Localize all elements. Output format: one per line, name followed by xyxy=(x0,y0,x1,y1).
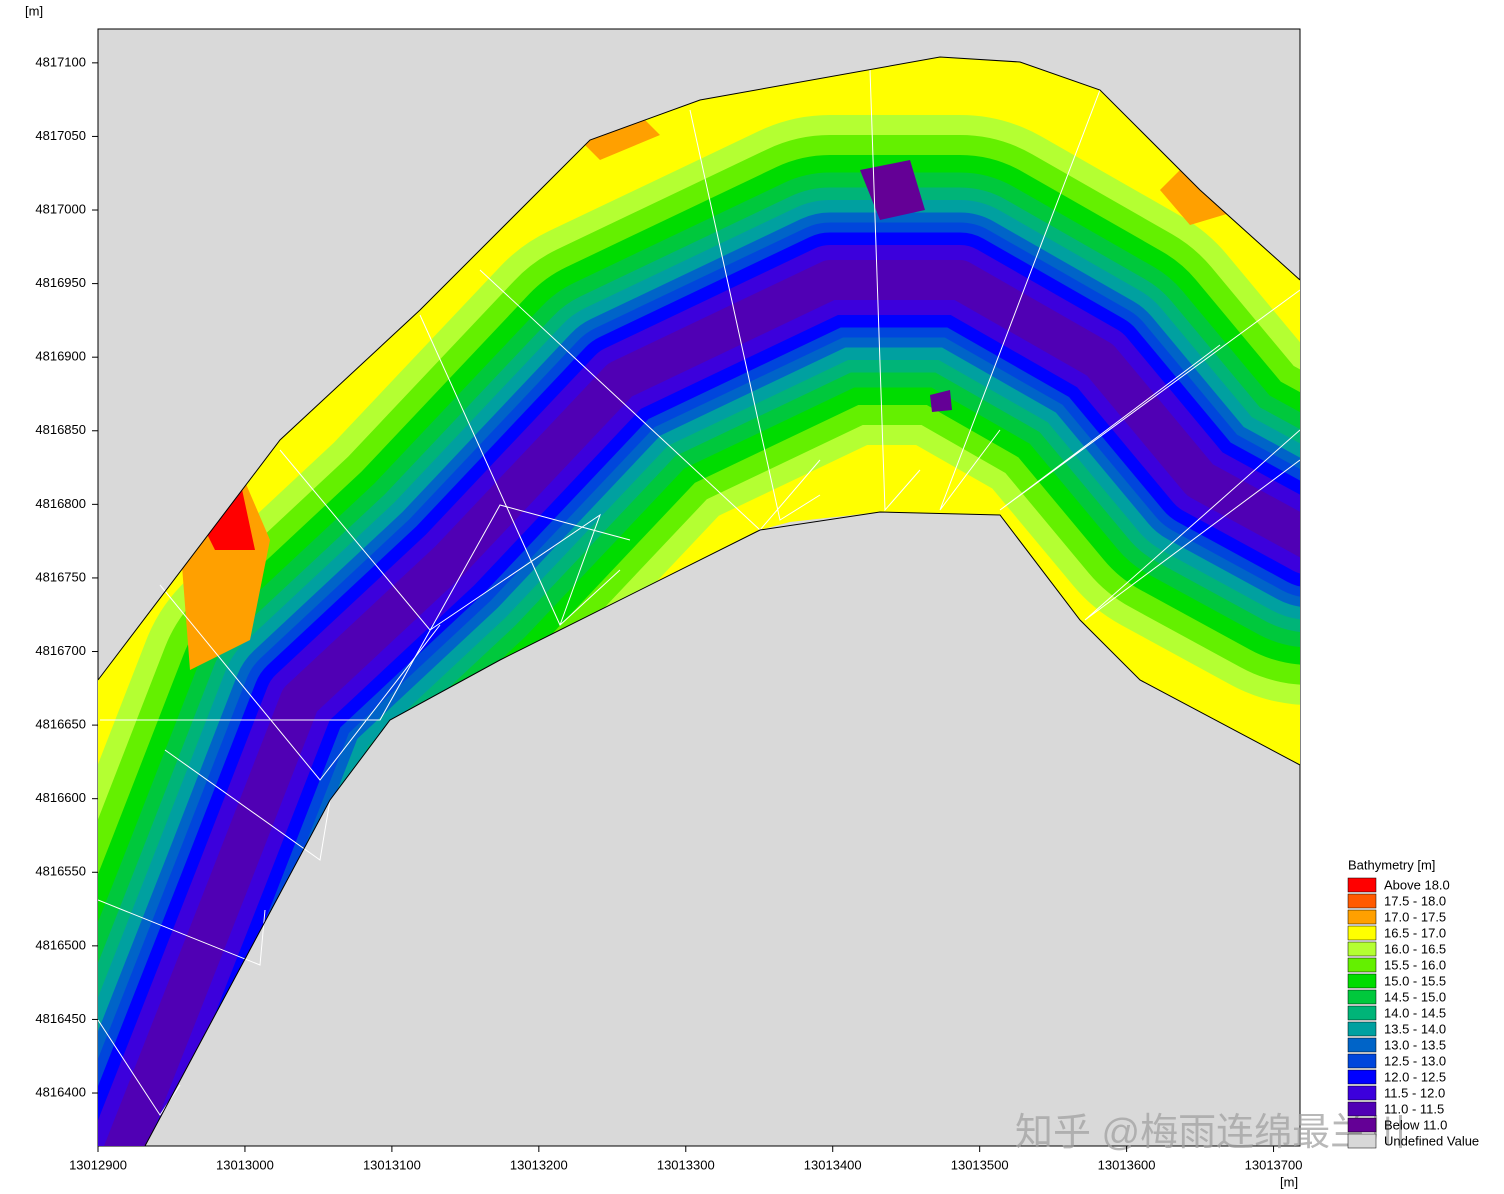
legend-swatch xyxy=(1347,1133,1377,1149)
y-tick-label: 4817100 xyxy=(35,54,86,69)
x-tick-label: 13013200 xyxy=(510,1157,568,1172)
legend-label: 12.5 - 13.0 xyxy=(1384,1053,1446,1068)
y-tick-label: 4816500 xyxy=(35,937,86,952)
legend-label: 13.5 - 14.0 xyxy=(1384,1021,1446,1036)
legend-swatch xyxy=(1347,1101,1377,1117)
legend-label: 15.0 - 15.5 xyxy=(1384,973,1446,988)
y-tick-label: 4816400 xyxy=(35,1084,86,1099)
x-tick-label: 13013300 xyxy=(657,1157,715,1172)
legend-swatch xyxy=(1347,1037,1377,1053)
x-tick-label: 13013000 xyxy=(216,1157,274,1172)
legend-label: 14.5 - 15.0 xyxy=(1384,989,1446,1004)
y-tick-label: 4816900 xyxy=(35,349,86,364)
bank xyxy=(144,511,1301,1147)
legend-label: 12.0 - 12.5 xyxy=(1384,1069,1446,1084)
legend-label: Below 11.0 xyxy=(1384,1117,1447,1132)
legend-label: 17.5 - 18.0 xyxy=(1384,893,1446,908)
legend-label: Above 18.0 xyxy=(1384,877,1450,892)
x-tick-label: 13012900 xyxy=(69,1157,127,1172)
legend-swatch xyxy=(1347,877,1377,893)
y-tick-label: 4816550 xyxy=(35,864,86,879)
x-tick-label: 13013500 xyxy=(951,1157,1009,1172)
legend-swatch xyxy=(1347,909,1377,925)
legend-swatch xyxy=(1347,973,1377,989)
x-tick-label: 13013700 xyxy=(1245,1157,1303,1172)
transect xyxy=(159,584,441,781)
x-tick-label: 13013600 xyxy=(1098,1157,1156,1172)
y-tick-label: 4816750 xyxy=(35,569,86,584)
y-tick-label: 4816650 xyxy=(35,717,86,732)
y-tick-label: 4816850 xyxy=(35,422,86,437)
transect xyxy=(100,504,631,721)
legend-swatch xyxy=(1347,1069,1377,1085)
y-tick-label: 4817050 xyxy=(35,128,86,143)
legend-swatch xyxy=(1347,957,1377,973)
y-tick-label: 4816950 xyxy=(35,275,86,290)
watermark: 知乎 @梅雨连绵最兰川 xyxy=(1015,1112,1406,1154)
y-tick-label: 4816800 xyxy=(35,496,86,511)
legend-label: 14.0 - 14.5 xyxy=(1384,1005,1446,1020)
y-tick-label: 4816700 xyxy=(35,643,86,658)
y-unit: [m] xyxy=(25,3,43,18)
band xyxy=(200,480,255,550)
legend-swatch xyxy=(1347,1005,1377,1021)
x-unit: [m] xyxy=(1280,1174,1298,1189)
legend-swatch xyxy=(1347,1117,1377,1133)
transect xyxy=(164,749,331,861)
velocity-transects xyxy=(98,69,1300,1116)
legend-label: 11.5 - 12.0 xyxy=(1384,1085,1445,1100)
legend-label: 17.0 - 17.5 xyxy=(1384,909,1446,924)
legend-swatch xyxy=(1347,941,1377,957)
legend-title: Bathymetry [m] xyxy=(1348,857,1435,872)
transect xyxy=(999,289,1300,511)
band xyxy=(580,115,660,160)
band xyxy=(860,160,925,220)
legend-swatch xyxy=(1347,1053,1377,1069)
x-tick-label: 13013400 xyxy=(804,1157,862,1172)
legend-label: Undefined Value xyxy=(1384,1133,1479,1148)
band xyxy=(100,260,1300,1146)
y-tick-label: 4817000 xyxy=(35,201,86,216)
legend-swatch xyxy=(1347,1085,1377,1101)
transect xyxy=(939,89,1101,511)
transect xyxy=(279,449,601,631)
transect xyxy=(98,1019,181,1116)
legend-label: 16.5 - 17.0 xyxy=(1384,925,1446,940)
legend-label: 11.0 - 11.5 xyxy=(1384,1101,1444,1116)
transect xyxy=(98,899,266,966)
band xyxy=(1160,160,1240,225)
legend-swatch xyxy=(1347,893,1377,909)
legend-label: 16.0 - 16.5 xyxy=(1384,941,1446,956)
transect xyxy=(869,69,921,512)
y-tick-label: 4816600 xyxy=(35,790,86,805)
legend-swatch xyxy=(1347,925,1377,941)
legend-swatch xyxy=(1347,1021,1377,1037)
legend-label: 13.0 - 13.5 xyxy=(1384,1037,1446,1052)
transect xyxy=(419,314,621,626)
bank xyxy=(97,56,1301,681)
x-tick-label: 13013100 xyxy=(363,1157,421,1172)
y-tick-label: 4816450 xyxy=(35,1011,86,1026)
legend-label: 15.5 - 16.0 xyxy=(1384,957,1446,972)
legend-swatch xyxy=(1347,989,1377,1005)
transect xyxy=(1084,429,1300,621)
transect xyxy=(689,109,821,521)
band xyxy=(930,390,952,412)
